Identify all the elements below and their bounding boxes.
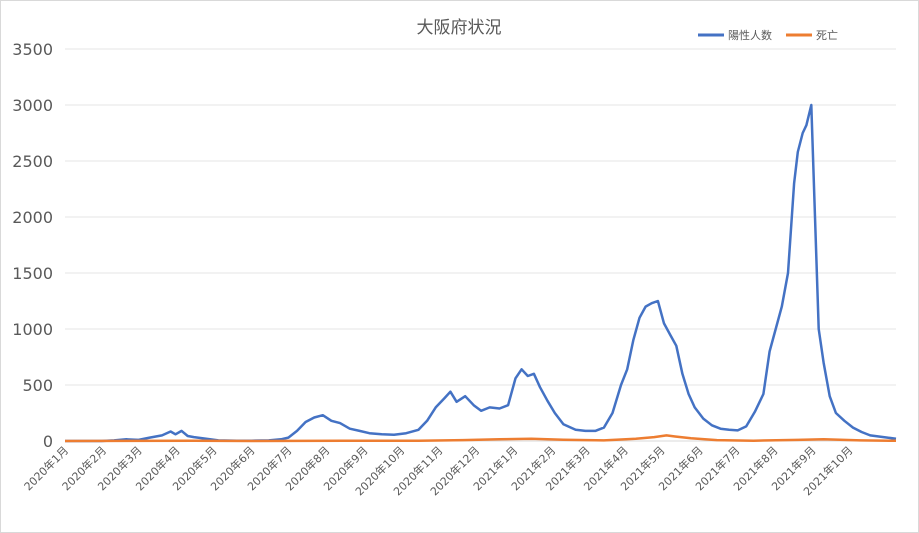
legend: 陽性人数 死亡 xyxy=(698,28,838,42)
y-tick-label: 0 xyxy=(43,432,53,451)
y-tick-label: 2500 xyxy=(12,152,53,171)
y-tick-label: 500 xyxy=(22,376,53,395)
y-tick-label: 2000 xyxy=(12,208,53,227)
y-tick-label: 1000 xyxy=(12,320,53,339)
grid-lines xyxy=(65,48,896,442)
y-axis-ticks: 0 500 1000 1500 2000 2500 3000 3500 xyxy=(12,40,53,451)
y-tick-label: 3000 xyxy=(12,96,53,115)
legend-label: 死亡 xyxy=(816,28,838,42)
series-line-1 xyxy=(64,434,897,443)
series-lines xyxy=(64,103,897,443)
y-tick-label: 1500 xyxy=(12,264,53,283)
legend-label: 陽性人数 xyxy=(728,28,772,42)
chart-title: 大阪府状況 xyxy=(417,18,502,38)
y-tick-label: 3500 xyxy=(12,40,53,59)
x-axis-ticks: 2020年1月2020年2月2020年3月2020年4月2020年5月2020年… xyxy=(21,443,856,498)
